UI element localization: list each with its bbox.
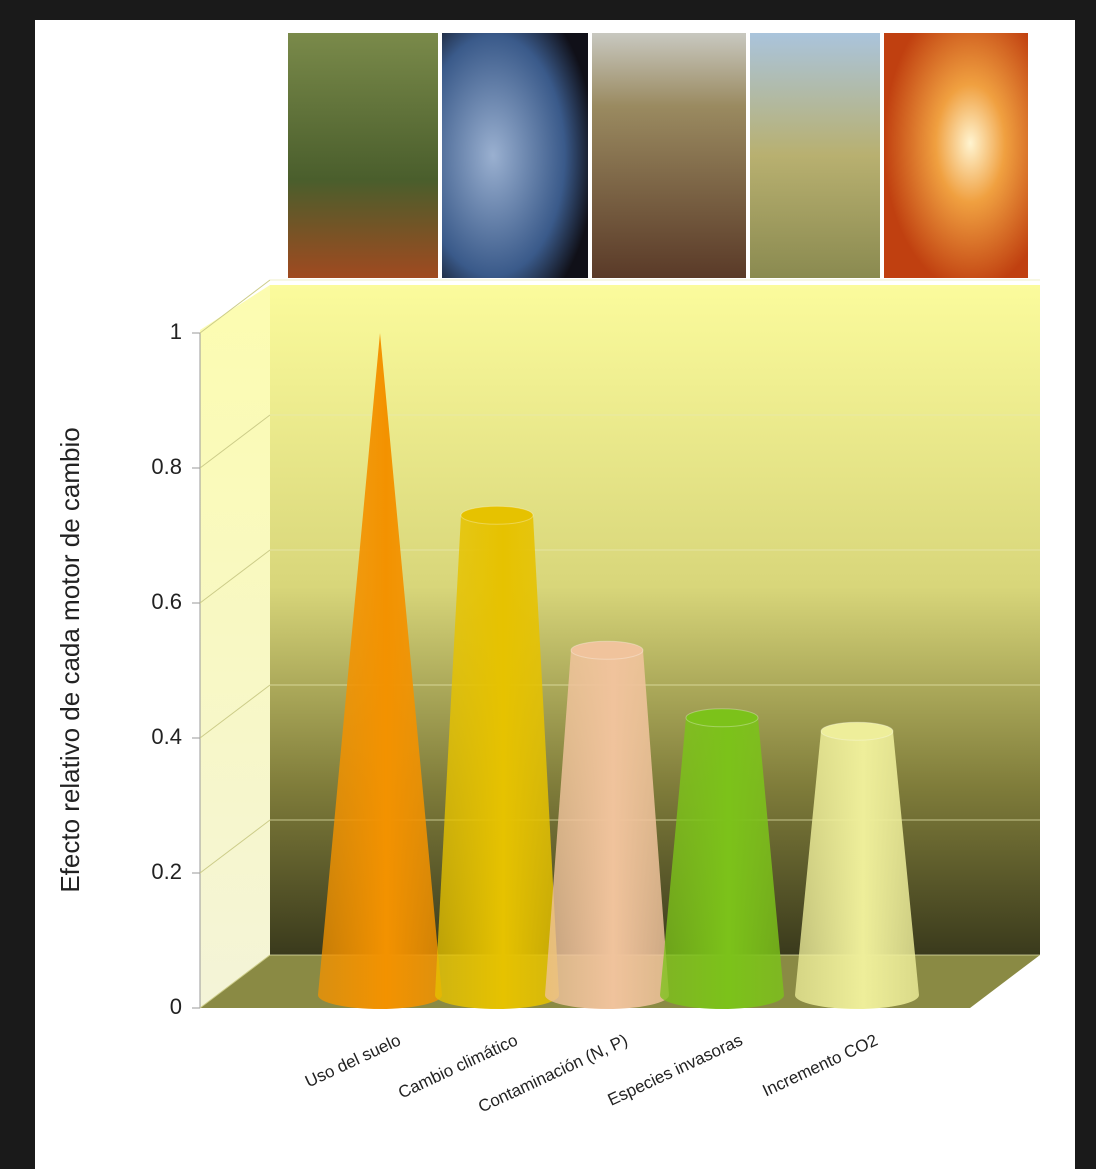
cone-top [685,708,759,728]
grid-line [199,414,271,469]
cone [545,650,669,1009]
cone-top [460,505,534,525]
y-tick-label: 0 [170,994,182,1019]
y-tick-label: 1 [170,319,182,344]
cone-top [820,721,894,741]
y-tick-label: 0.4 [151,724,182,749]
grid-line [199,954,271,1009]
photo [884,33,1028,278]
grid-line [199,279,271,334]
photo [442,33,588,278]
photo [592,33,746,278]
y-tick-label: 0.8 [151,454,182,479]
grid-line [199,819,271,874]
photo [750,33,880,278]
cone-top [570,640,644,660]
grid-line [199,549,271,604]
y-axis-label: Efecto relativo de cada motor de cambio [55,427,85,892]
grid-line [199,684,271,739]
cone [660,717,784,1009]
cone [318,333,442,1009]
cone [795,731,919,1009]
cone [435,515,559,1009]
y-tick-label: 0.2 [151,859,182,884]
y-tick-label: 0.6 [151,589,182,614]
photo [288,33,438,278]
